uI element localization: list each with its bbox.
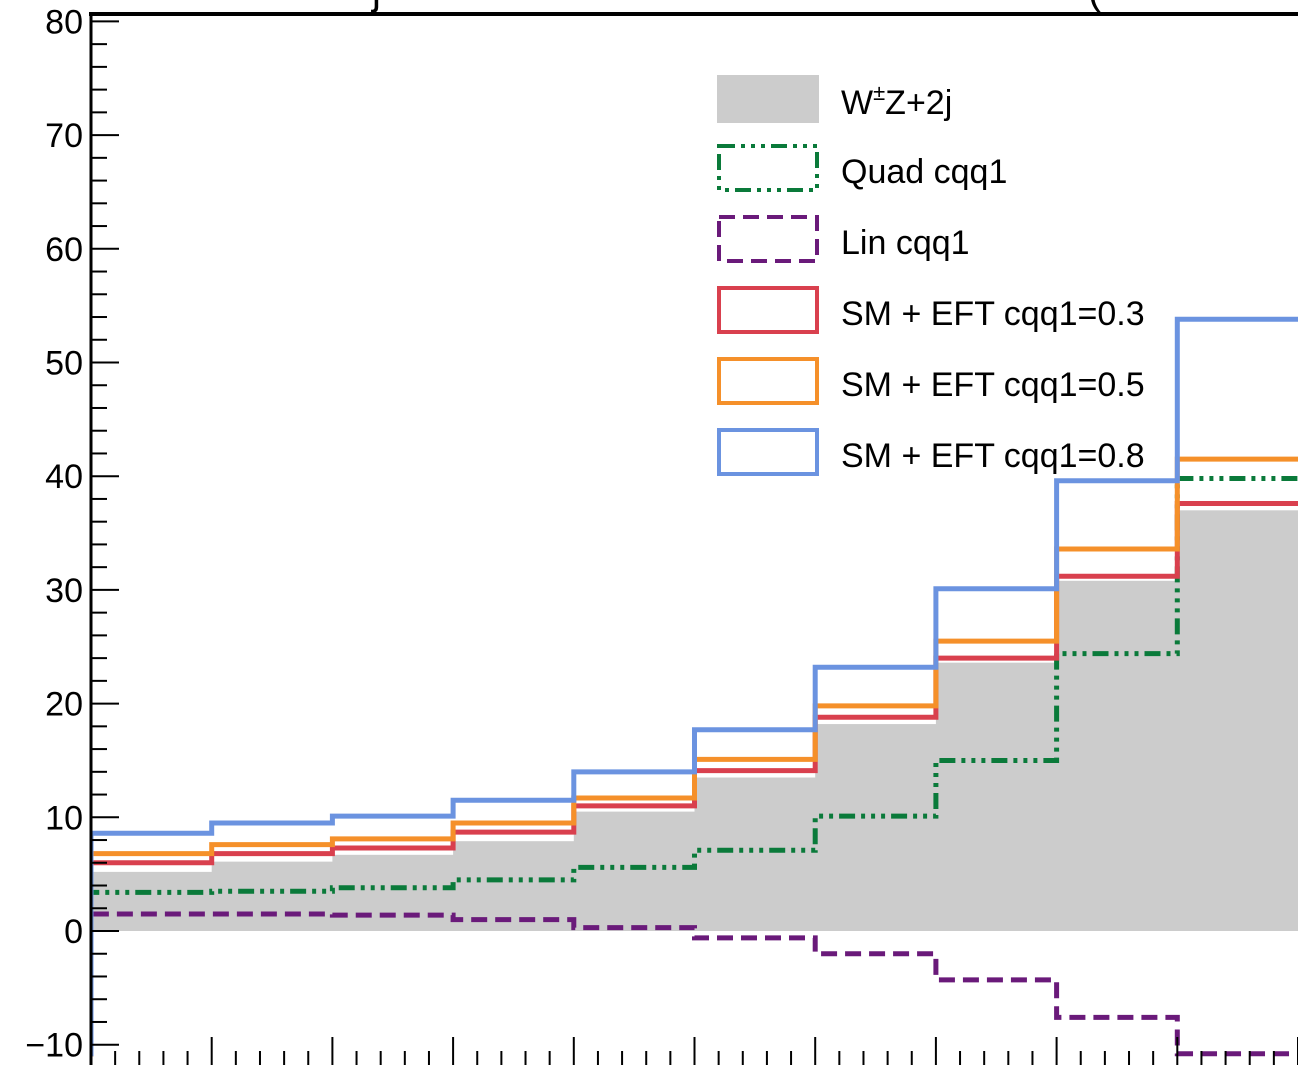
bar-w-z-2j-bin-5 — [573, 811, 695, 931]
bar-w-z-2j-bin-6 — [694, 777, 816, 931]
y-tick-label--10: −10 — [25, 1027, 83, 1065]
bar-w-z-2j-bin-3 — [332, 854, 454, 931]
series-line-sm-eft-cqq1-0-8 — [91, 316, 1298, 1057]
y-axis: −10 0 10 20 30 40 50 60 70 80 — [25, 3, 119, 1065]
plot-area — [91, 316, 1298, 1057]
bar-w-z-2j-bin-8 — [935, 662, 1058, 931]
legend-swatch-eft-05 — [717, 357, 819, 405]
bar-w-z-2j-bin-1 — [91, 871, 213, 931]
legend-swatch-eft-03 — [717, 286, 819, 334]
legend-swatch-wz2j — [717, 75, 819, 123]
y-tick-label-70: 70 — [45, 117, 83, 155]
legend-swatch-lin-cqq1 — [717, 215, 819, 263]
legend-label-quad-cqq1: Quad cqq1 — [841, 153, 1007, 191]
y-tick-label-80: 80 — [45, 3, 83, 41]
legend-label-eft-08: SM + EFT cqq1=0.8 — [841, 437, 1145, 475]
y-tick-label-60: 60 — [45, 231, 83, 269]
y-tick-label-0: 0 — [64, 913, 83, 951]
bar-w-z-2j-bin-9 — [1056, 580, 1178, 931]
y-tick-label-20: 20 — [45, 686, 83, 724]
legend-label-lin-cqq1: Lin cqq1 — [841, 224, 970, 262]
bar-w-z-2j-bin-4 — [453, 841, 575, 931]
y-tick-label-30: 30 — [45, 572, 83, 610]
bar-w-z-2j-bin-2 — [211, 861, 333, 931]
chart-title-right: ( — [1088, 0, 1102, 13]
y-tick-label-50: 50 — [45, 345, 83, 383]
series-line-quad-cqq1 — [91, 475, 1298, 1057]
legend-swatch-quad-cqq1 — [717, 144, 819, 192]
chart-title-left: j — [371, 0, 381, 13]
y-tick-label-40: 40 — [45, 458, 83, 496]
legend-label-eft-05: SM + EFT cqq1=0.5 — [841, 366, 1145, 404]
series-line-lin-cqq1 — [91, 911, 1298, 1057]
x-axis — [90, 1037, 1298, 1065]
legend: W±Z+2j Quad cqq1 Lin cqq1 SM + EFT cqq1=… — [717, 75, 1145, 476]
legend-swatch-eft-08 — [717, 428, 819, 476]
legend-label-wz2j: W±Z+2j — [841, 80, 952, 122]
legend-label-eft-03: SM + EFT cqq1=0.3 — [841, 295, 1145, 333]
bar-w-z-2j-bin-7 — [815, 724, 937, 931]
y-tick-label-10: 10 — [45, 799, 83, 837]
bar-w-z-2j-bin-10 — [1177, 510, 1298, 931]
